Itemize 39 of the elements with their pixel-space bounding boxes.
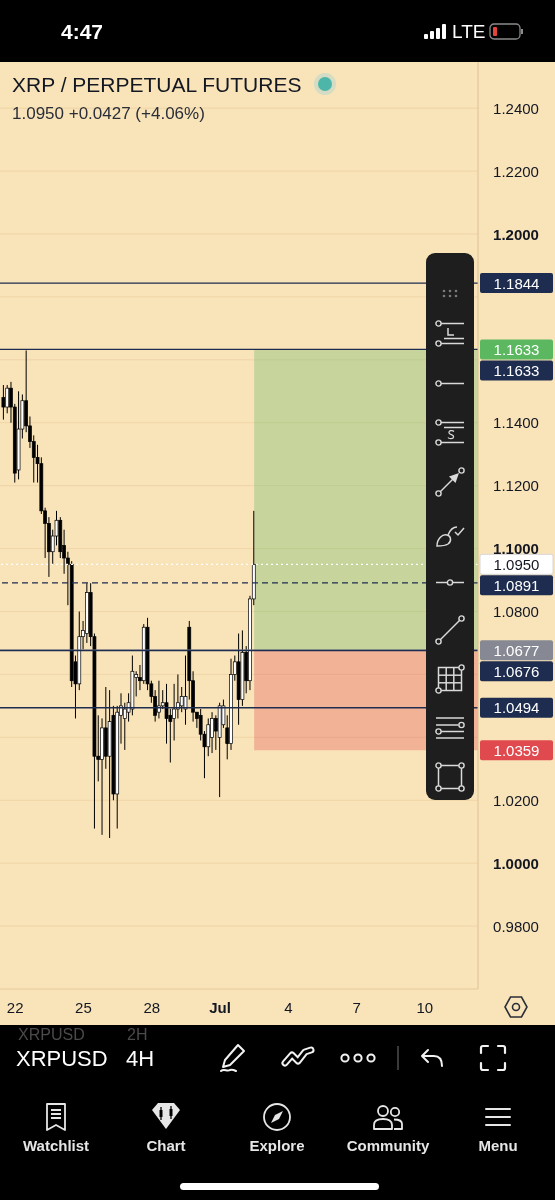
text: Chart [145, 1137, 187, 1154]
text: 4:47 [60, 20, 104, 43]
y-tick-label: 1.1400 [493, 414, 539, 432]
y-tick-label: 1.2000 [493, 225, 539, 243]
y-tick-label: 0.9800 [493, 917, 539, 935]
text: XRPUSD [16, 1046, 108, 1071]
y-tick-label: 1.2400 [493, 99, 539, 117]
text: 2H [127, 1026, 148, 1043]
band-label: 1.1633 [493, 340, 540, 358]
text: LTE [452, 21, 486, 42]
x-tick-label: 28 [143, 998, 161, 1016]
x-tick-label: 25 [75, 998, 92, 1016]
x-tick-label: 4 [284, 998, 293, 1016]
ref-line-label: 1.0676 [493, 662, 540, 680]
ref-line-label: 1.1844 [493, 274, 540, 292]
text: Watchlist [21, 1137, 91, 1154]
text: 4H [126, 1046, 155, 1071]
y-tick-label: 1.0000 [493, 854, 539, 872]
x-tick-label: 22 [6, 998, 24, 1016]
ref-line-label: 1.0494 [493, 699, 540, 717]
y-tick-label: 1.2200 [493, 162, 539, 180]
text: XRPUSD [18, 1026, 85, 1043]
x-tick-label: Jul [209, 998, 231, 1016]
ref-line-label: 1.0891 [493, 576, 540, 594]
x-tick-label: 10 [416, 998, 434, 1016]
y-tick-label: 1.0200 [493, 791, 539, 809]
text: Menu [477, 1137, 519, 1154]
ref-line-label: 1.0950 [493, 555, 540, 573]
ref-line-label: 1.1633 [493, 361, 540, 379]
band-label: 1.0359 [493, 741, 540, 759]
text: Explore [248, 1137, 306, 1154]
text: 1.0950 +0.0427 (+4.06%) [12, 104, 205, 123]
text: Community [345, 1137, 431, 1154]
y-tick-label: 1.1200 [493, 477, 539, 495]
y-tick-label: 1.1000 [493, 540, 539, 558]
ref-line-label: 1.0677 [493, 641, 540, 659]
text: XRP / PERPETUAL FUTURES [12, 72, 302, 96]
y-tick-label: 1.0800 [493, 603, 539, 621]
x-tick-label: 7 [352, 998, 361, 1016]
